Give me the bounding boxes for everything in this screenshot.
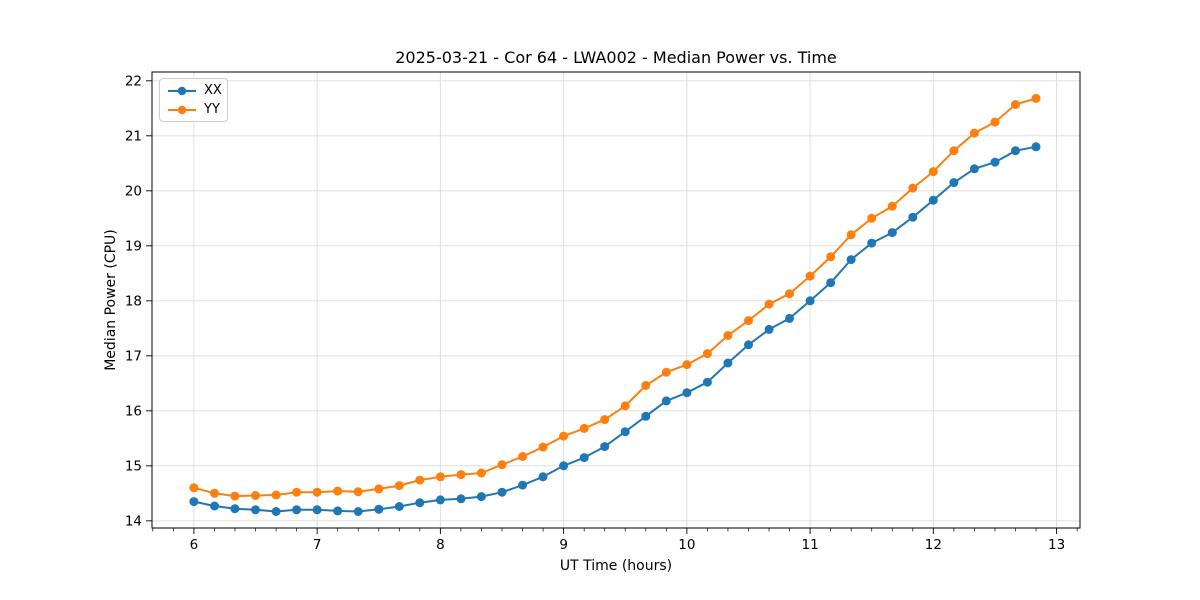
svg-text:15: 15 [125, 459, 142, 475]
series-yy-line [193, 97, 1037, 498]
svg-text:18: 18 [125, 294, 142, 310]
svg-text:7: 7 [313, 537, 322, 553]
svg-text:13: 13 [1048, 537, 1065, 553]
svg-text:6: 6 [190, 537, 199, 553]
legend: XX YY [159, 78, 228, 122]
series-xx-markers [189, 142, 1041, 516]
spines [151, 71, 1081, 529]
svg-text:17: 17 [125, 349, 142, 365]
svg-text:11: 11 [802, 537, 819, 553]
legend-label-yy: YY [204, 102, 220, 117]
svg-text:9: 9 [559, 537, 568, 553]
svg-text:19: 19 [125, 239, 142, 255]
svg-text:14: 14 [125, 514, 142, 530]
svg-text:21: 21 [125, 129, 142, 145]
chart-title: 2025-03-21 - Cor 64 - LWA002 - Median Po… [395, 48, 837, 67]
legend-line-marker-icon [168, 86, 196, 95]
legend-item-yy: YY [160, 101, 227, 119]
svg-text:16: 16 [125, 404, 142, 420]
series-xx-line [193, 145, 1037, 513]
y-axis-label: Median Power (CPU) [103, 229, 119, 371]
x-axis-label: UT Time (hours) [559, 558, 673, 574]
legend-label-xx: XX [204, 83, 222, 98]
svg-text:12: 12 [925, 537, 942, 553]
svg-text:20: 20 [125, 184, 142, 200]
y-axis: 14 15 16 17 18 19 20 21 22 [125, 74, 152, 530]
legend-item-xx: XX [160, 82, 227, 100]
legend-line-marker-icon [168, 105, 196, 114]
series-yy-markers [189, 93, 1041, 501]
x-axis: 6 7 8 9 10 11 12 13 [152, 528, 1078, 553]
svg-text:8: 8 [436, 537, 445, 553]
svg-text:22: 22 [125, 74, 142, 90]
grid [152, 72, 1080, 528]
svg-text:10: 10 [678, 537, 695, 553]
